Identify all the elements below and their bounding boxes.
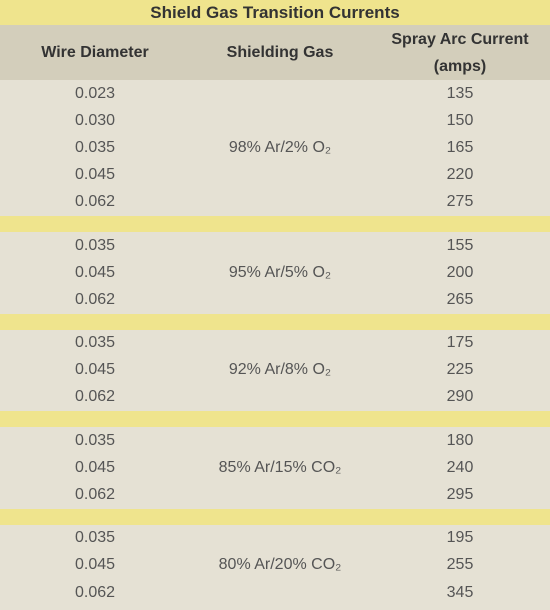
shielding-gas: 98% Ar/2% O₂ xyxy=(228,138,332,156)
table-title: Shield Gas Transition Currents xyxy=(0,0,550,25)
spray-current: 150 xyxy=(446,111,474,129)
wire-diameter: 0.045 xyxy=(74,166,116,184)
row-group: 0.035 195 0.045 255 0.062 345 80% Ar/20% CO₂ xyxy=(0,525,550,607)
shielding-gas: 80% Ar/20% CO₂ xyxy=(218,556,342,574)
shielding-gas: 92% Ar/8% O₂ xyxy=(228,361,332,379)
spray-current: 195 xyxy=(446,529,474,547)
spray-current: 255 xyxy=(446,556,474,574)
separator xyxy=(0,313,550,330)
wire-diameter: 0.035 xyxy=(74,334,116,352)
separator xyxy=(0,508,550,525)
row-group: 0.035 155 0.045 200 0.062 265 95% Ar/5% O₂ xyxy=(0,232,550,314)
shielding-gas: 85% Ar/15% CO₂ xyxy=(218,458,342,476)
wire-diameter: 0.035 xyxy=(74,431,116,449)
spray-current: 155 xyxy=(446,236,474,254)
wire-diameter: 0.062 xyxy=(74,486,116,504)
header-cell: Wire Diameter xyxy=(41,44,149,61)
table-body: 0.023 135 0.030 150 0.035 165 0.045 220 0.062 275… xyxy=(0,80,550,606)
wire-diameter: 0.062 xyxy=(74,583,116,601)
shielding-gas: 95% Ar/5% O₂ xyxy=(228,263,332,281)
spray-current: 275 xyxy=(446,193,474,211)
wire-diameter: 0.045 xyxy=(74,361,116,379)
spray-current: 165 xyxy=(446,138,474,156)
header-row: Wire Diameter Shielding Gas Spray Arc Cu… xyxy=(0,25,550,80)
spray-current: 135 xyxy=(446,84,474,102)
spray-current: 175 xyxy=(446,334,474,352)
spray-current: 290 xyxy=(446,388,474,406)
wire-diameter: 0.062 xyxy=(74,290,116,308)
spray-current: 265 xyxy=(446,290,474,308)
wire-diameter: 0.045 xyxy=(74,458,116,476)
spray-current: 240 xyxy=(446,458,474,476)
wire-diameter: 0.045 xyxy=(74,263,116,281)
wire-diameter: 0.035 xyxy=(74,138,116,156)
wire-diameter: 0.045 xyxy=(74,556,116,574)
wire-diameter: 0.035 xyxy=(74,529,116,547)
wire-diameter: 0.062 xyxy=(74,193,116,211)
wire-diameter: 0.023 xyxy=(74,84,116,102)
header-cell: Spray Arc Current (amps) xyxy=(391,30,529,75)
spray-current: 220 xyxy=(446,166,474,184)
separator xyxy=(0,411,550,428)
separator xyxy=(0,215,550,232)
header-cell: Shielding Gas xyxy=(226,44,334,61)
wire-diameter: 0.062 xyxy=(74,388,116,406)
spray-current: 225 xyxy=(446,361,474,379)
spray-current: 345 xyxy=(446,583,474,601)
spray-current: 180 xyxy=(446,431,474,449)
spray-current: 200 xyxy=(446,263,474,281)
row-group: 0.035 175 0.045 225 0.062 290 92% Ar/8% O₂ xyxy=(0,330,550,412)
wire-diameter: 0.030 xyxy=(74,111,116,129)
wire-diameter: 0.035 xyxy=(74,236,116,254)
row-group: 0.023 135 0.030 150 0.035 165 0.045 220 0.062 275… xyxy=(0,80,550,216)
row-group: 0.035 180 0.045 240 0.062 295 85% Ar/15% CO₂ xyxy=(0,427,550,509)
spray-current: 295 xyxy=(446,486,474,504)
